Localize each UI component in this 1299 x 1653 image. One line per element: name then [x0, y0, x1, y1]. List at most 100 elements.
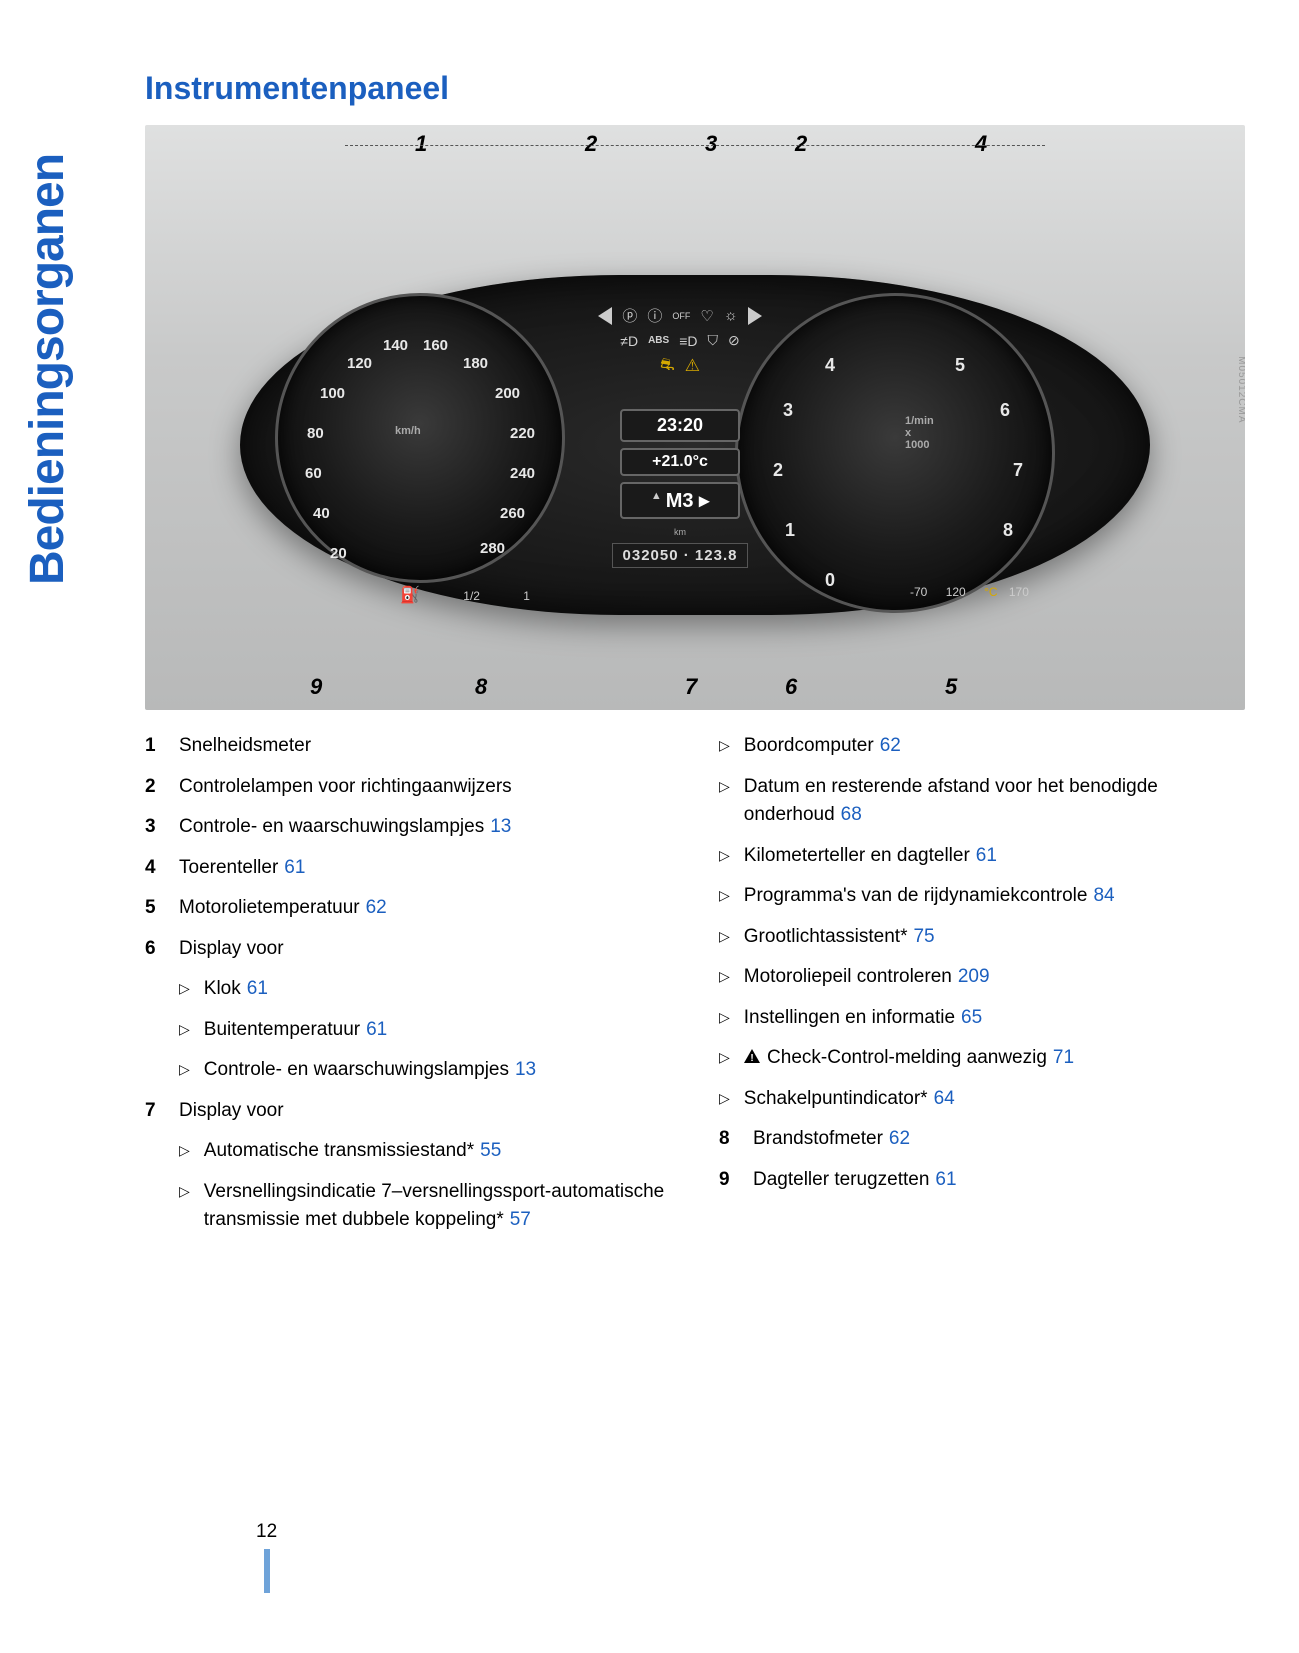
- callout-number: 1: [415, 131, 427, 157]
- page-ref-link[interactable]: 62: [880, 735, 901, 756]
- legend-sub-entry: ▷Kilometerteller en dagteller61: [719, 842, 1265, 871]
- callout-number: 5: [945, 674, 957, 700]
- legend-sub-entry: ▷Klok61: [179, 975, 691, 1004]
- page-ref-link[interactable]: 65: [961, 1007, 982, 1028]
- triangle-bullet-icon: ▷: [719, 776, 730, 797]
- legend-text: Controle- en waarschuwingslampjes13: [179, 813, 691, 842]
- page-ref-link[interactable]: 62: [889, 1128, 910, 1149]
- right-turn-arrow-icon: [748, 307, 762, 325]
- legend-sub-text: Buitentemperatuur61: [204, 1016, 691, 1045]
- page-ref-link[interactable]: 55: [480, 1140, 501, 1161]
- legend-sub-text: Versnellingsindicatie 7–versnellingsspor…: [204, 1178, 691, 1235]
- legend-entry: 1 Snelheidsmeter: [145, 732, 691, 761]
- legend-sub-text: Grootlichtassistent*75: [744, 923, 1265, 952]
- triangle-bullet-icon: ▷: [719, 845, 730, 866]
- legend-sub-text: Motoroliepeil controleren209: [744, 963, 1265, 992]
- legend-right-column: ▷Boordcomputer62 ▷ Datum en resterende afs…: [719, 732, 1265, 1247]
- legend-sub-entry: ▷ Programma's van de rijdynamiekcontrole8…: [719, 882, 1265, 911]
- svg-text:!: !: [750, 1053, 753, 1063]
- page-ref-link[interactable]: 71: [1053, 1047, 1074, 1068]
- callout-number: 6: [785, 674, 797, 700]
- legend-entry: 3 Controle- en waarschuwingslampjes13: [145, 813, 691, 842]
- page-title: Instrumentenpaneel: [145, 70, 1265, 107]
- legend-sub-entry: ▷ Motoroliepeil controleren209: [719, 963, 1265, 992]
- page-ref-link[interactable]: 61: [366, 1019, 387, 1040]
- left-turn-arrow-icon: [598, 307, 612, 325]
- legend-text: Motorolietemperatuur62: [179, 894, 691, 923]
- legend-entry: 7 Display voor: [145, 1097, 691, 1126]
- warning-icon: !: [744, 1045, 760, 1071]
- triangle-bullet-icon: ▷: [719, 1007, 730, 1028]
- legend-text: Snelheidsmeter: [179, 732, 691, 761]
- legend-number: 4: [145, 854, 165, 883]
- legend-sub-entry: ▷ Grootlichtassistent*75: [719, 923, 1265, 952]
- page-ref-link[interactable]: 61: [284, 857, 305, 878]
- triangle-bullet-icon: ▷: [179, 1019, 190, 1040]
- legend-sub-text: Datum en resterende afstand voor het ben…: [744, 773, 1265, 830]
- legend-text: Toerenteller61: [179, 854, 691, 883]
- legend-sub-entry: ▷ Instellingen en informatie65: [719, 1004, 1265, 1033]
- legend-text: Display voor: [179, 935, 691, 964]
- triangle-bullet-icon: ▷: [719, 1047, 730, 1068]
- legend-entry: 6Display voor: [145, 935, 691, 964]
- page-ref-link[interactable]: 62: [366, 897, 387, 918]
- legend-entry: 8Brandstofmeter62: [719, 1125, 1265, 1154]
- legend-entry: 9 Dagteller terugzetten61: [719, 1166, 1265, 1195]
- legend-sub-text: Instellingen en informatie65: [744, 1004, 1265, 1033]
- page-number: 12: [256, 1521, 277, 1543]
- fuel-gauge: ⛽ 1/2 1: [400, 585, 530, 605]
- legend-text: Controlelampen voor richtingaanwijzers: [179, 773, 691, 802]
- callout-number: 2: [795, 131, 807, 157]
- triangle-bullet-icon: ▷: [179, 1140, 190, 1161]
- legend-text: Display voor: [179, 1097, 691, 1126]
- legend-sub-entry: ▷ Schakelpuntindicator*64: [719, 1085, 1265, 1114]
- page-ref-link[interactable]: 13: [515, 1059, 536, 1080]
- page-ref-link[interactable]: 61: [247, 978, 268, 999]
- legend-sub-entry: ▷ Automatische transmissiestand*55: [179, 1137, 691, 1166]
- page-ref-link[interactable]: 209: [958, 966, 990, 987]
- callout-number: 4: [975, 131, 987, 157]
- legend-number: 3: [145, 813, 165, 842]
- page-ref-link[interactable]: 84: [1093, 885, 1114, 906]
- legend-number: 9: [719, 1166, 739, 1195]
- legend-sub-entry: ▷ Buitentemperatuur61: [179, 1016, 691, 1045]
- callout-number: 3: [705, 131, 717, 157]
- warning-icon-row-1: ⓟ ⓘ OFF ♡ ☼: [598, 305, 761, 326]
- legend-sub-text: Schakelpuntindicator*64: [744, 1085, 1265, 1114]
- triangle-bullet-icon: ▷: [179, 1059, 190, 1080]
- page-ref-link[interactable]: 13: [490, 816, 511, 837]
- figure-watermark: M05012CMA: [1236, 356, 1246, 423]
- dashboard-illustration: 20 40 60 80 100 120 140 160 180 200 220 …: [180, 175, 1210, 675]
- legend-text: Dagteller terugzetten61: [753, 1166, 1265, 1195]
- legend-text: Brandstofmeter62: [753, 1125, 1265, 1154]
- temperature-display: +21.0°c: [620, 448, 740, 476]
- page-ref-link[interactable]: 61: [935, 1169, 956, 1190]
- legend-sub-text: ! Check-Control-melding aanwezig71: [744, 1044, 1265, 1073]
- page-ref-link[interactable]: 64: [934, 1088, 955, 1109]
- gear-display: ▲M3 ▸: [620, 482, 740, 519]
- page-ref-link[interactable]: 75: [913, 926, 934, 947]
- callout-number: 9: [310, 674, 322, 700]
- triangle-bullet-icon: ▷: [179, 978, 190, 999]
- legend-entry: 2Controlelampen voor richtingaanwijzers: [145, 773, 691, 802]
- triangle-bullet-icon: ▷: [719, 966, 730, 987]
- warning-icon-row-2: ≠D ABS ≡D ⛉ ⊘: [620, 332, 739, 349]
- callout-number: 2: [585, 131, 597, 157]
- legend-entry: 5Motorolietemperatuur62: [145, 894, 691, 923]
- legend-number: 7: [145, 1097, 165, 1126]
- callout-number: 8: [475, 674, 487, 700]
- legend-sub-entry: ▷ Datum en resterende afstand voor het be…: [719, 773, 1265, 830]
- page-ref-link[interactable]: 68: [841, 804, 862, 825]
- triangle-bullet-icon: ▷: [719, 926, 730, 947]
- triangle-bullet-icon: ▷: [719, 1088, 730, 1109]
- legend-sub-text: Automatische transmissiestand*55: [204, 1137, 691, 1166]
- page-bar-icon: [264, 1549, 270, 1593]
- sidebar-section-title: Bedieningsorganen: [20, 154, 75, 585]
- legend-sub-text: Programma's van de rijdynamiekcontrole84: [744, 882, 1265, 911]
- triangle-bullet-icon: ▷: [179, 1181, 190, 1202]
- triangle-bullet-icon: ▷: [719, 885, 730, 906]
- page-ref-link[interactable]: 57: [510, 1209, 531, 1230]
- page-ref-link[interactable]: 61: [976, 845, 997, 866]
- legend-sub-entry: ▷Boordcomputer62: [719, 732, 1265, 761]
- legend-number: 1: [145, 732, 165, 761]
